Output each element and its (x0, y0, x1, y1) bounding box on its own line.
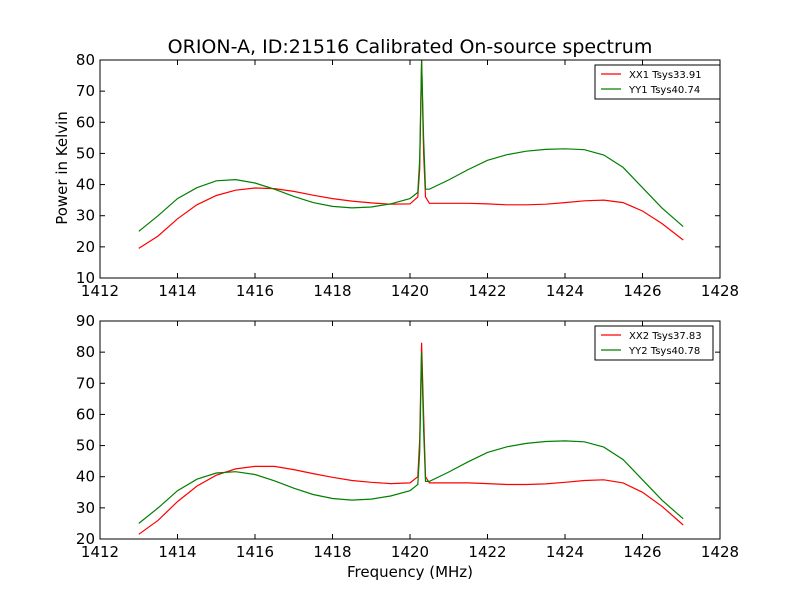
y-tick-label: 80 (76, 343, 95, 361)
y-axis-label: Power in Kelvin (53, 111, 71, 225)
x-tick-label: 1426 (623, 282, 661, 300)
x-tick-label: 1426 (623, 543, 661, 561)
y-tick-label: 10 (76, 269, 95, 287)
x-tick-label: 1428 (701, 282, 739, 300)
y-tick-label: 40 (76, 468, 95, 486)
chart-title: ORION-A, ID:21516 Calibrated On-source s… (168, 36, 653, 58)
y-tick-label: 50 (76, 144, 95, 162)
x-tick-label: 1424 (546, 543, 584, 561)
series-line-yy (138, 352, 684, 524)
bottom-spectrum-plot: 1412 1414 1416 1418 1420 1422 1424 1426 1428 20 30… (76, 312, 739, 561)
series-line-yy (138, 60, 684, 232)
x-axis-label: Frequency (MHz) (347, 563, 473, 581)
x-tick-label: 1414 (158, 282, 196, 300)
legend: XX2 Tsys37.83 YY2 Tsys40.78 (594, 325, 714, 361)
y-tick-label: 60 (76, 405, 95, 423)
y-tick-label: 90 (76, 312, 95, 330)
top-spectrum-plot: 1412 1414 1416 1418 1420 1422 1424 1426 1428 10 20… (76, 51, 739, 300)
y-tick-label: 70 (76, 82, 95, 100)
y-tick-label: 20 (76, 530, 95, 548)
y-tick-label: 70 (76, 374, 95, 392)
x-tick-label: 1416 (236, 282, 274, 300)
x-tick-label: 1418 (313, 282, 351, 300)
x-tick-label: 1412 (81, 282, 119, 300)
y-tick-label: 20 (76, 238, 95, 256)
x-tick-label: 1414 (158, 543, 196, 561)
x-tick-label: 1420 (391, 543, 429, 561)
legend-label: XX2 Tsys37.83 (629, 331, 702, 342)
y-tick-label: 50 (76, 437, 95, 455)
x-tick-label: 1416 (236, 543, 274, 561)
y-tick-label: 80 (76, 51, 95, 69)
legend-box (594, 325, 714, 361)
legend: XX1 Tsys33.91 YY1 Tsys40.74 (594, 64, 721, 100)
y-tick-label: 30 (76, 207, 95, 225)
x-tick-label: 1420 (391, 282, 429, 300)
x-tick-label: 1422 (468, 543, 506, 561)
legend-box (594, 64, 721, 100)
y-tick-label: 30 (76, 499, 95, 517)
legend-label: YY2 Tsys40.78 (628, 346, 700, 357)
y-tick-label: 60 (76, 113, 95, 131)
x-tick-label: 1428 (701, 543, 739, 561)
x-tick-label: 1418 (313, 543, 351, 561)
legend-label: YY1 Tsys40.74 (628, 85, 700, 96)
x-tick-label: 1412 (81, 543, 119, 561)
series-line-xx (138, 342, 684, 535)
legend-label: XX1 Tsys33.91 (629, 70, 702, 81)
y-tick-label: 40 (76, 176, 95, 194)
x-tick-label: 1422 (468, 282, 506, 300)
x-tick-label: 1424 (546, 282, 584, 300)
